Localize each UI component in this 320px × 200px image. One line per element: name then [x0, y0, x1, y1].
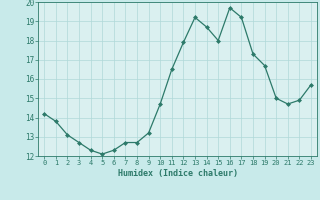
X-axis label: Humidex (Indice chaleur): Humidex (Indice chaleur)	[118, 169, 238, 178]
